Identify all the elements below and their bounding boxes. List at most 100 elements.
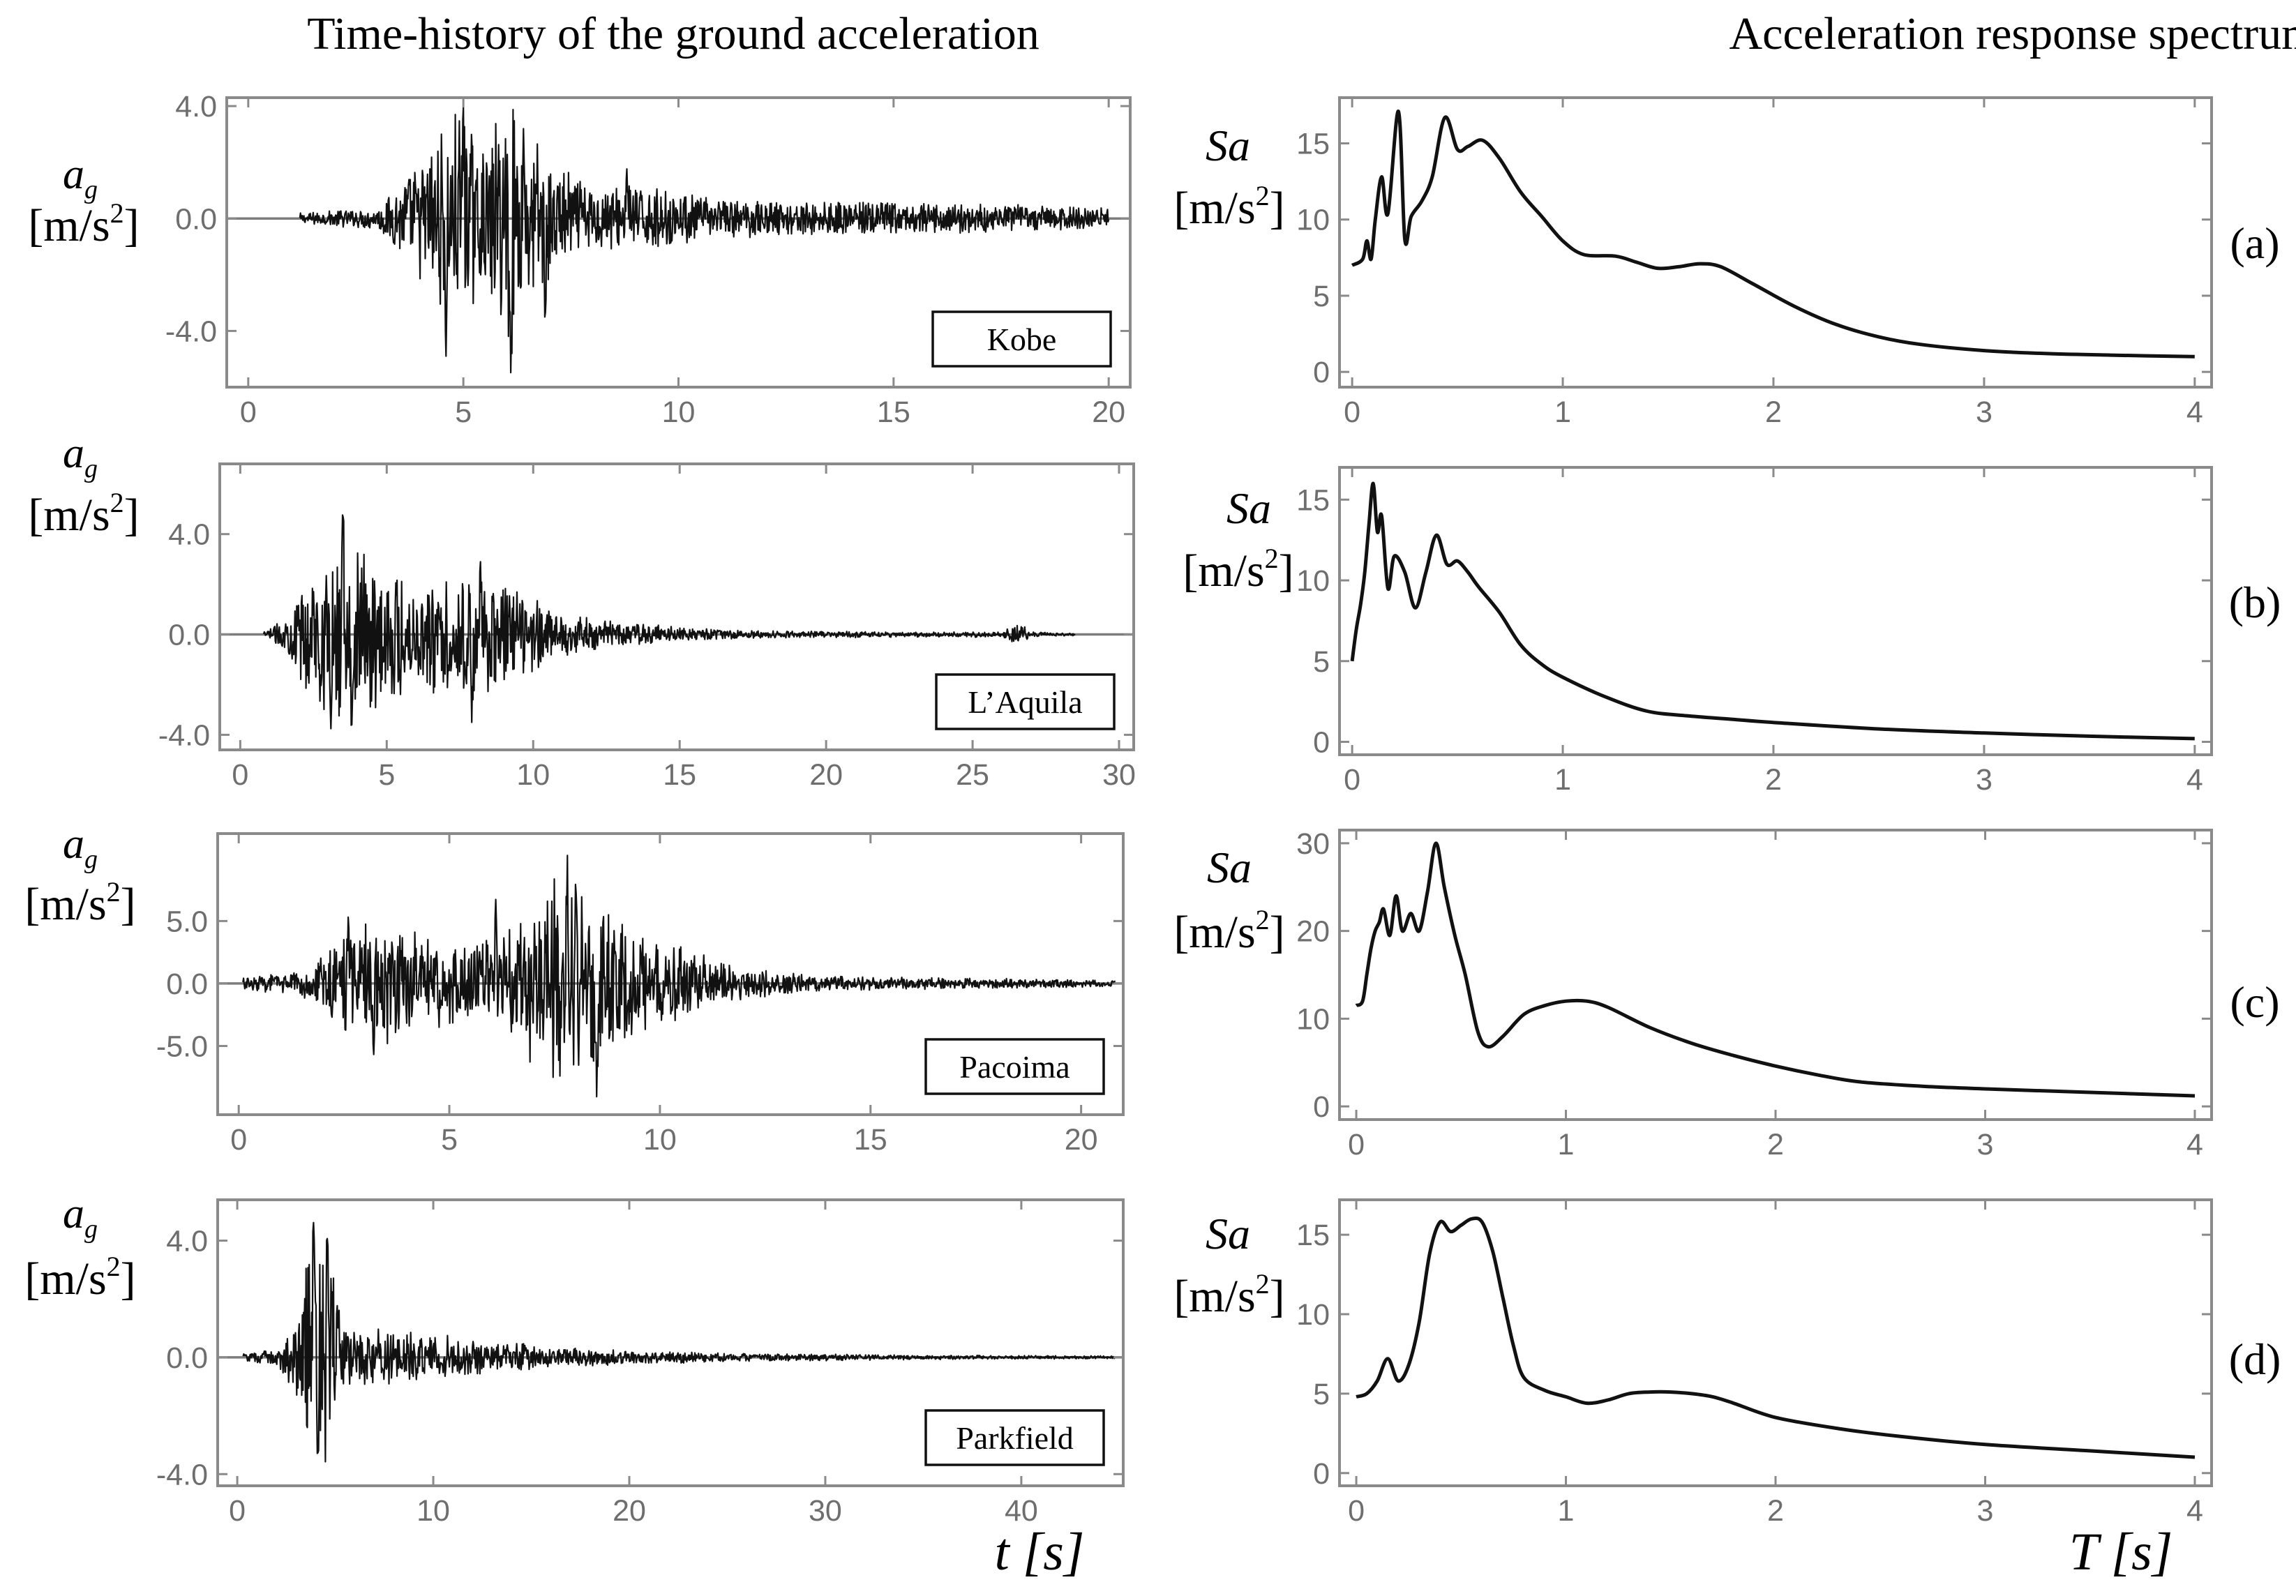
x-tick-label: 40 xyxy=(1005,1494,1038,1528)
sa-panel-b: 0 1 2 3 4 0 5 10 15 xyxy=(1296,466,2213,797)
sa-panel-a: 0 1 2 3 4 0 5 10 15 xyxy=(1296,96,2213,429)
acceleration-trace xyxy=(242,1221,1116,1463)
x-tick-label: 2 xyxy=(1767,1128,1784,1161)
x-tick-label: 0 xyxy=(1344,396,1360,429)
x-tick-label: 0 xyxy=(1344,763,1360,797)
sa-symbol: Sa xyxy=(1206,121,1250,170)
ag-axis-label-row3: ag [m/s2] xyxy=(24,820,135,930)
sa-symbol: Sa xyxy=(1207,843,1252,892)
legend-box xyxy=(935,673,1116,730)
sa-symbol: Sa xyxy=(1226,483,1271,533)
ag-subscript: g xyxy=(84,845,98,874)
x-tick-label: 20 xyxy=(809,758,843,792)
unit-close: ] xyxy=(1279,545,1294,596)
left-column-title: Time-history of the ground acceleration xyxy=(307,8,1040,59)
ag-axis-label-row1: ag [m/s2] xyxy=(28,151,139,251)
x-tick-label: 0 xyxy=(232,758,248,792)
x-tick-label: 5 xyxy=(455,396,472,429)
ag-subscript: g xyxy=(84,175,98,204)
x-tick-label: 10 xyxy=(662,396,696,429)
y-tick-label: 5.0 xyxy=(166,905,208,938)
unit-close: ] xyxy=(124,200,140,251)
plot-frame xyxy=(218,462,1135,751)
y-tick-label: 0 xyxy=(1313,1090,1330,1124)
unit-close: ] xyxy=(124,490,140,541)
acc-panel-parkfield: 0 10 20 30 40 4.0 0.0 -4.0 Parkfield xyxy=(156,1198,1125,1528)
panel-label-c: (c) xyxy=(2230,977,2279,1027)
acceleration-trace xyxy=(262,514,1076,730)
right-column-title: Acceleration response spectrum xyxy=(1729,8,2296,59)
legend-label: Pacoima xyxy=(959,1049,1070,1085)
x-tick-label: 4 xyxy=(2186,396,2203,429)
svg-text:[m/s2]: [m/s2] xyxy=(1173,1268,1284,1322)
y-tick-label: -4.0 xyxy=(156,1458,208,1491)
unit-close: ] xyxy=(1270,183,1285,234)
svg-text:ag: ag xyxy=(63,820,98,874)
unit-close: ] xyxy=(1270,907,1285,958)
y-tick-label: 4.0 xyxy=(166,1225,208,1258)
x-tick-label: 0 xyxy=(229,1494,246,1528)
y-tick-label: 0.0 xyxy=(166,968,208,1001)
x-tick-label: 10 xyxy=(643,1123,677,1157)
spectrum-line xyxy=(1351,110,2195,359)
unit-open: [m/s xyxy=(28,200,110,251)
x-tick-label: 1 xyxy=(1554,763,1571,797)
y-tick-label: 10 xyxy=(1296,204,1330,237)
ag-symbol: a xyxy=(63,1190,84,1237)
sa-axis-label-row3: Sa [m/s2] xyxy=(1173,843,1284,958)
x-tick-label: 15 xyxy=(854,1123,887,1157)
y-tick-label: 4.0 xyxy=(168,518,210,552)
legend-box xyxy=(931,310,1112,368)
sa-axis-label-row1: Sa [m/s2] xyxy=(1173,121,1284,234)
sa-panel-c: 0 1 2 3 4 0 10 20 30 xyxy=(1296,827,2213,1161)
y-tick-label: 0 xyxy=(1313,356,1330,389)
y-tick-label: 15 xyxy=(1296,128,1330,161)
ag-axis-label-row4: ag [m/s2] xyxy=(24,1190,135,1304)
sa-symbol: Sa xyxy=(1206,1209,1250,1258)
unit-power: 2 xyxy=(1256,1268,1270,1300)
x-tick-label: 4 xyxy=(2186,1494,2203,1528)
svg-text:[m/s2]: [m/s2] xyxy=(1173,904,1284,958)
panel-label-d: (d) xyxy=(2229,1334,2281,1384)
y-tick-label: 5 xyxy=(1313,1378,1330,1411)
legend-label: Parkfield xyxy=(956,1420,1074,1456)
unit-power: 2 xyxy=(110,487,124,518)
unit-power: 2 xyxy=(107,876,121,908)
y-tick-label: 0.0 xyxy=(175,202,217,236)
plot-frame xyxy=(225,96,1132,389)
ag-symbol: a xyxy=(63,430,84,477)
unit-power: 2 xyxy=(110,197,124,229)
unit-open: [m/s xyxy=(1183,545,1264,596)
unit-open: [m/s xyxy=(1173,183,1255,234)
x-tick-label: 3 xyxy=(1977,1494,1994,1528)
x-tick-label: 4 xyxy=(2186,1128,2203,1161)
legend-label: Kobe xyxy=(987,322,1057,357)
acceleration-trace xyxy=(242,855,1116,1098)
unit-power: 2 xyxy=(1265,543,1279,574)
x-tick-label: 1 xyxy=(1558,1494,1575,1528)
unit-open: [m/s xyxy=(24,1254,106,1304)
x-tick-label: 3 xyxy=(1976,396,1993,429)
plot-frame xyxy=(1338,96,2213,389)
svg-text:[m/s2]: [m/s2] xyxy=(1183,543,1293,596)
x-tick-label: 20 xyxy=(1065,1123,1098,1157)
svg-text:[m/s2]: [m/s2] xyxy=(28,197,139,251)
unit-open: [m/s xyxy=(24,879,106,930)
unit-open: [m/s xyxy=(1173,907,1255,958)
svg-text:[m/s2]: [m/s2] xyxy=(24,1251,135,1304)
y-tick-label: 4.0 xyxy=(175,90,217,123)
x-tick-label: 0 xyxy=(240,396,257,429)
legend-label: L’Aquila xyxy=(968,684,1082,720)
x-tick-label: 0 xyxy=(1348,1494,1365,1528)
svg-text:ag: ag xyxy=(63,1190,98,1244)
x-tick-label: 10 xyxy=(417,1494,450,1528)
y-tick-label: 10 xyxy=(1296,564,1330,598)
unit-close: ] xyxy=(121,879,136,930)
y-tick-label: 30 xyxy=(1296,827,1330,861)
plot-frame xyxy=(1338,1198,2213,1487)
legend-box xyxy=(924,1038,1105,1095)
y-tick-label: 20 xyxy=(1296,915,1330,949)
y-tick-label: 0 xyxy=(1313,1457,1330,1491)
svg-text:ag: ag xyxy=(63,430,98,483)
